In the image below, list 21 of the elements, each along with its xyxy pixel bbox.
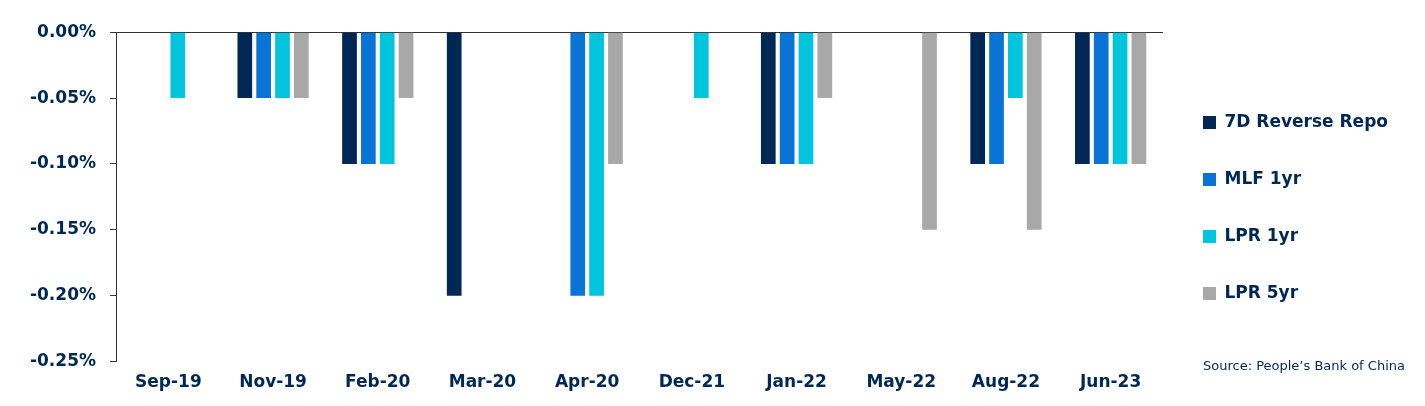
x-tick-label: Jun-23 [1079,371,1142,392]
x-tick-label: Mar-20 [448,371,517,392]
x-tick-label: Jan-22 [765,371,827,392]
x-tick-label: Dec-21 [658,371,726,392]
legend-label: LPR 5yr [1224,281,1299,302]
legend-label: 7D Reverse Repo [1224,110,1389,131]
x-tick-label: Sep-19 [135,371,202,392]
x-tick-label: May-22 [866,371,937,392]
source-note: Source: People’s Bank of China [1202,358,1405,373]
y-tick-label: -0.25% [29,350,97,371]
x-tick-label: Nov-19 [239,371,307,392]
x-tick-label: Apr-20 [554,371,620,392]
x-tick-label: Feb-20 [345,371,411,392]
x-tick-label: Aug-22 [971,371,1041,392]
y-tick-label: -0.20% [29,284,97,305]
legend-label: MLF 1yr [1224,167,1302,188]
y-tick-label: -0.15% [29,218,97,239]
legend-label: LPR 1yr [1224,224,1299,245]
y-tick-label: -0.10% [29,152,97,173]
y-tick-label: 0.00% [37,20,97,41]
y-tick-label: -0.05% [29,86,97,107]
